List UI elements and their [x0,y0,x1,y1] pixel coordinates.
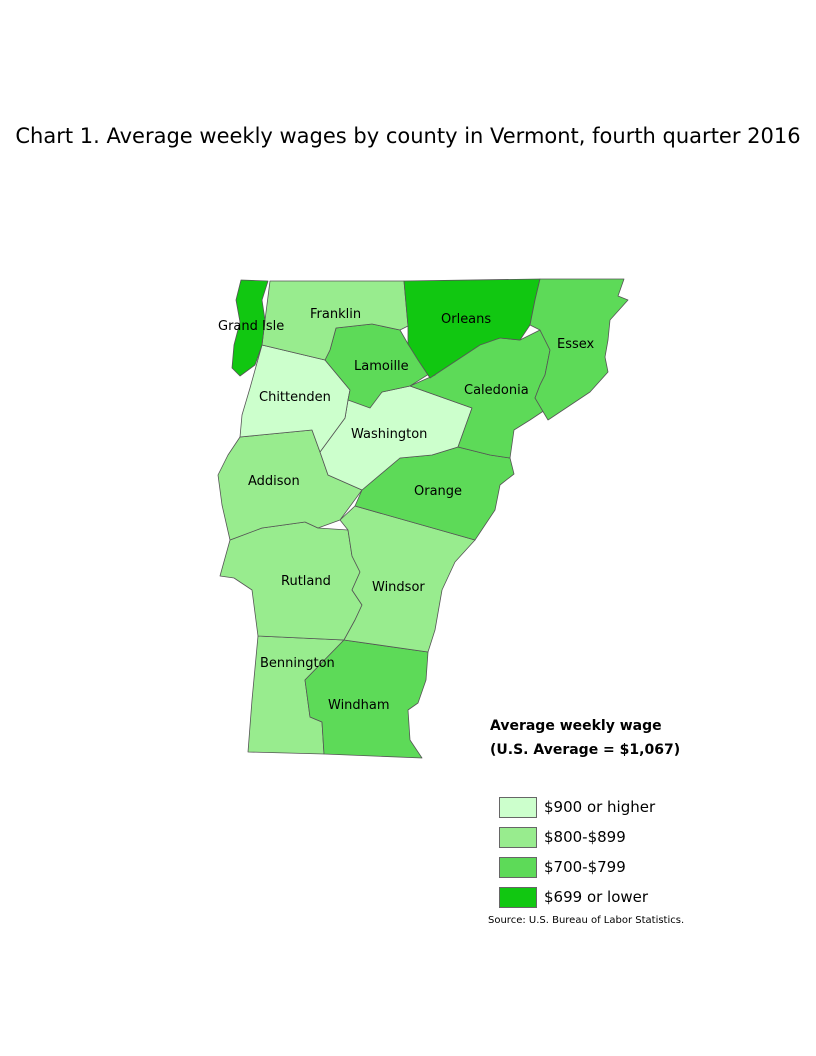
legend-title-line2: (U.S. Average = $1,067) [490,742,681,758]
legend-swatch [499,796,537,818]
label-chittenden: Chittenden [259,390,331,405]
label-lamoille: Lamoille [354,359,409,374]
label-washington: Washington [351,427,427,442]
county-windsor[interactable] [339,505,476,653]
label-franklin: Franklin [310,307,361,322]
county-lamoille[interactable] [324,323,441,409]
label-caledonia: Caledonia [464,383,529,398]
legend-item: $900 or higher [499,792,655,822]
label-orleans: Orleans [441,312,491,327]
label-windham: Windham [328,698,390,713]
label-bennington: Bennington [260,656,335,671]
county-essex[interactable] [529,278,629,421]
label-addison: Addison [248,474,300,489]
legend-title: Average weekly wage (U.S. Average = $1,0… [490,714,680,762]
legend-swatch [499,886,537,908]
legend-swatch [499,856,537,878]
legend-label: $700-$799 [544,858,626,876]
legend-item: $700-$799 [499,852,655,882]
legend-item: $800-$899 [499,822,655,852]
label-rutland: Rutland [281,574,331,589]
label-essex: Essex [557,337,595,352]
county-windham[interactable] [304,639,429,759]
legend-label: $800-$899 [544,828,626,846]
legend-item: $699 or lower [499,882,655,912]
legend-label: $900 or higher [544,798,656,816]
legend-label: $699 or lower [544,888,649,906]
label-grand-isle: Grand Isle [218,319,284,334]
source-note: Source: U.S. Bureau of Labor Statistics. [488,915,685,926]
legend-swatch [499,826,537,848]
legend-title-line1: Average weekly wage [490,718,662,734]
label-windsor: Windsor [372,580,425,595]
map-title: Chart 1. Average weekly wages by county … [15,124,801,148]
label-orange: Orange [414,484,462,499]
county-grand-isle[interactable] [231,279,269,377]
legend: $900 or higher $800-$899 $700-$799 $699 … [499,792,655,912]
